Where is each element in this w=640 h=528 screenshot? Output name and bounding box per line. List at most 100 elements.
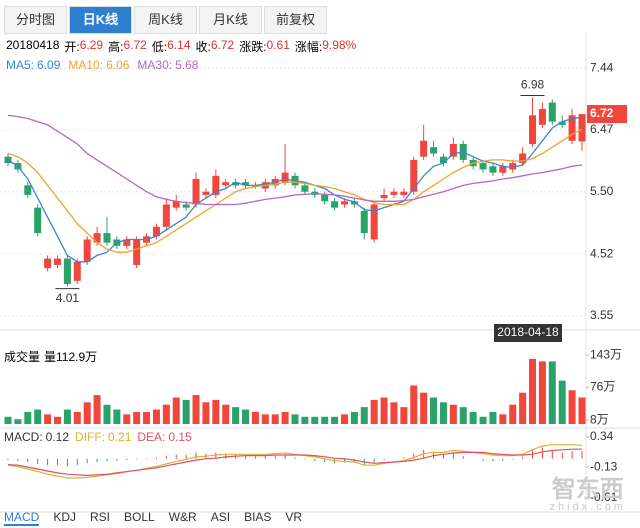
volume-bar (499, 414, 507, 424)
candle-body (568, 115, 576, 141)
period-tab[interactable]: 日K线 (69, 6, 132, 34)
ma-legend: MA5: 6.09 MA10: 6.06 MA30: 5.68 (6, 58, 206, 72)
volume-bar (192, 395, 200, 424)
watermark-url: zhidx.com (549, 501, 626, 513)
ma-value: 6.06 (106, 58, 130, 72)
macd-value: 0.15 (168, 430, 192, 444)
candle-body (529, 115, 537, 144)
candle-body (63, 258, 71, 285)
volume-bar (4, 416, 12, 424)
candle-body (242, 182, 250, 186)
ma-value: 5.68 (175, 58, 199, 72)
volume-bar (182, 399, 190, 424)
candle-body (370, 204, 378, 240)
volume-bar (420, 392, 428, 424)
period-tab[interactable]: 周K线 (134, 6, 197, 34)
candle-body (34, 207, 42, 234)
period-tab[interactable]: 前复权 (264, 6, 327, 34)
last-price-tag (587, 105, 627, 124)
volume-bar (291, 414, 299, 424)
candle-body (192, 178, 200, 205)
volume-bar (390, 402, 398, 424)
field-label: 开: (64, 40, 80, 54)
y-tick-label: 7.44 (590, 60, 614, 74)
candle-body (430, 147, 438, 154)
volume-title: 成交量 (4, 350, 41, 364)
watermark-brand: 智东西 (551, 476, 624, 503)
field-value: 6.72 (210, 38, 235, 52)
volume-bar (370, 399, 378, 424)
candle-body (538, 108, 546, 125)
indicator-tab[interactable]: W&R (168, 510, 197, 524)
field-value: 6.14 (167, 38, 191, 52)
volume-bar (152, 409, 160, 424)
volume-bar (143, 411, 151, 424)
candle-body (162, 204, 170, 227)
volume-bar (519, 392, 527, 424)
quote-info: 20180418 开: 6.29 高: 6.72 低: 6.14 收: 6.72 涨跌: 0.61 涨… (6, 38, 361, 55)
volume-bar (449, 404, 457, 424)
date: 20180418 (6, 38, 60, 52)
y-tick-label: 4.52 (590, 246, 614, 260)
candle-body (212, 175, 220, 195)
volume-bar (123, 414, 131, 424)
ma-label: MA5: (6, 58, 35, 72)
volume-bar (410, 385, 418, 424)
ma-line (7, 128, 583, 253)
volume-legend: 成交量 量112.9万 (4, 348, 97, 365)
indicator-tab[interactable]: VR (285, 510, 303, 524)
field-value: 6.72 (123, 38, 147, 52)
volume-bar (331, 416, 339, 424)
candle-body (172, 201, 180, 208)
y-tick-label: -0.13 (590, 459, 618, 473)
volume-bar (113, 409, 121, 424)
volume-bar (469, 411, 477, 424)
volume-bar (53, 416, 61, 424)
period-tab[interactable]: 月K线 (199, 6, 262, 34)
volume-bar (281, 411, 289, 424)
macd-line (7, 444, 583, 479)
cursor-date-box (494, 324, 562, 342)
volume-bar (578, 397, 586, 424)
indicator-tab[interactable]: BIAS (244, 510, 272, 524)
volume-bar (34, 409, 42, 424)
candle-body (4, 156, 12, 164)
candle-body (301, 185, 309, 192)
period-tab[interactable]: 分时图 (4, 6, 67, 34)
indicator-tab[interactable]: BOLL (124, 510, 155, 524)
macd-label: DEA: (137, 430, 166, 444)
candle-body (44, 258, 52, 269)
macd-value: 0.12 (45, 430, 70, 444)
y-tick-label: 5.50 (590, 184, 614, 198)
y-tick-label: 6.47 (590, 122, 614, 136)
volume-bar (212, 399, 220, 424)
volume-bar (400, 407, 408, 424)
indicator-tab[interactable]: ASI (210, 510, 231, 524)
indicator-tab[interactable]: RSI (90, 510, 111, 524)
volume-bar (73, 411, 81, 424)
volume-bar (83, 402, 91, 424)
volume-bar (558, 380, 566, 424)
volume-bar (242, 409, 250, 424)
volume-bar (548, 361, 556, 424)
volume-bar (44, 414, 52, 424)
candle-body (410, 159, 418, 192)
volume-bar (509, 404, 517, 424)
field-value: 9.98% (322, 38, 357, 52)
macd-line (7, 448, 582, 477)
indicator-tab[interactable]: MACD (4, 510, 40, 526)
candle-body (232, 182, 240, 186)
candle-body (331, 201, 339, 208)
volume-bar (350, 411, 358, 424)
candle-body (449, 143, 457, 157)
volume-bar (103, 404, 111, 424)
ma-label: MA30: (137, 58, 173, 72)
candle-body (202, 191, 210, 195)
volume-bar (301, 416, 309, 424)
volume-bar (321, 416, 329, 424)
indicator-tab[interactable]: KDJ (53, 510, 77, 524)
candle-body (558, 121, 566, 125)
candle-body (123, 239, 131, 246)
watermark: 智东西 zhidx.com (549, 478, 626, 513)
